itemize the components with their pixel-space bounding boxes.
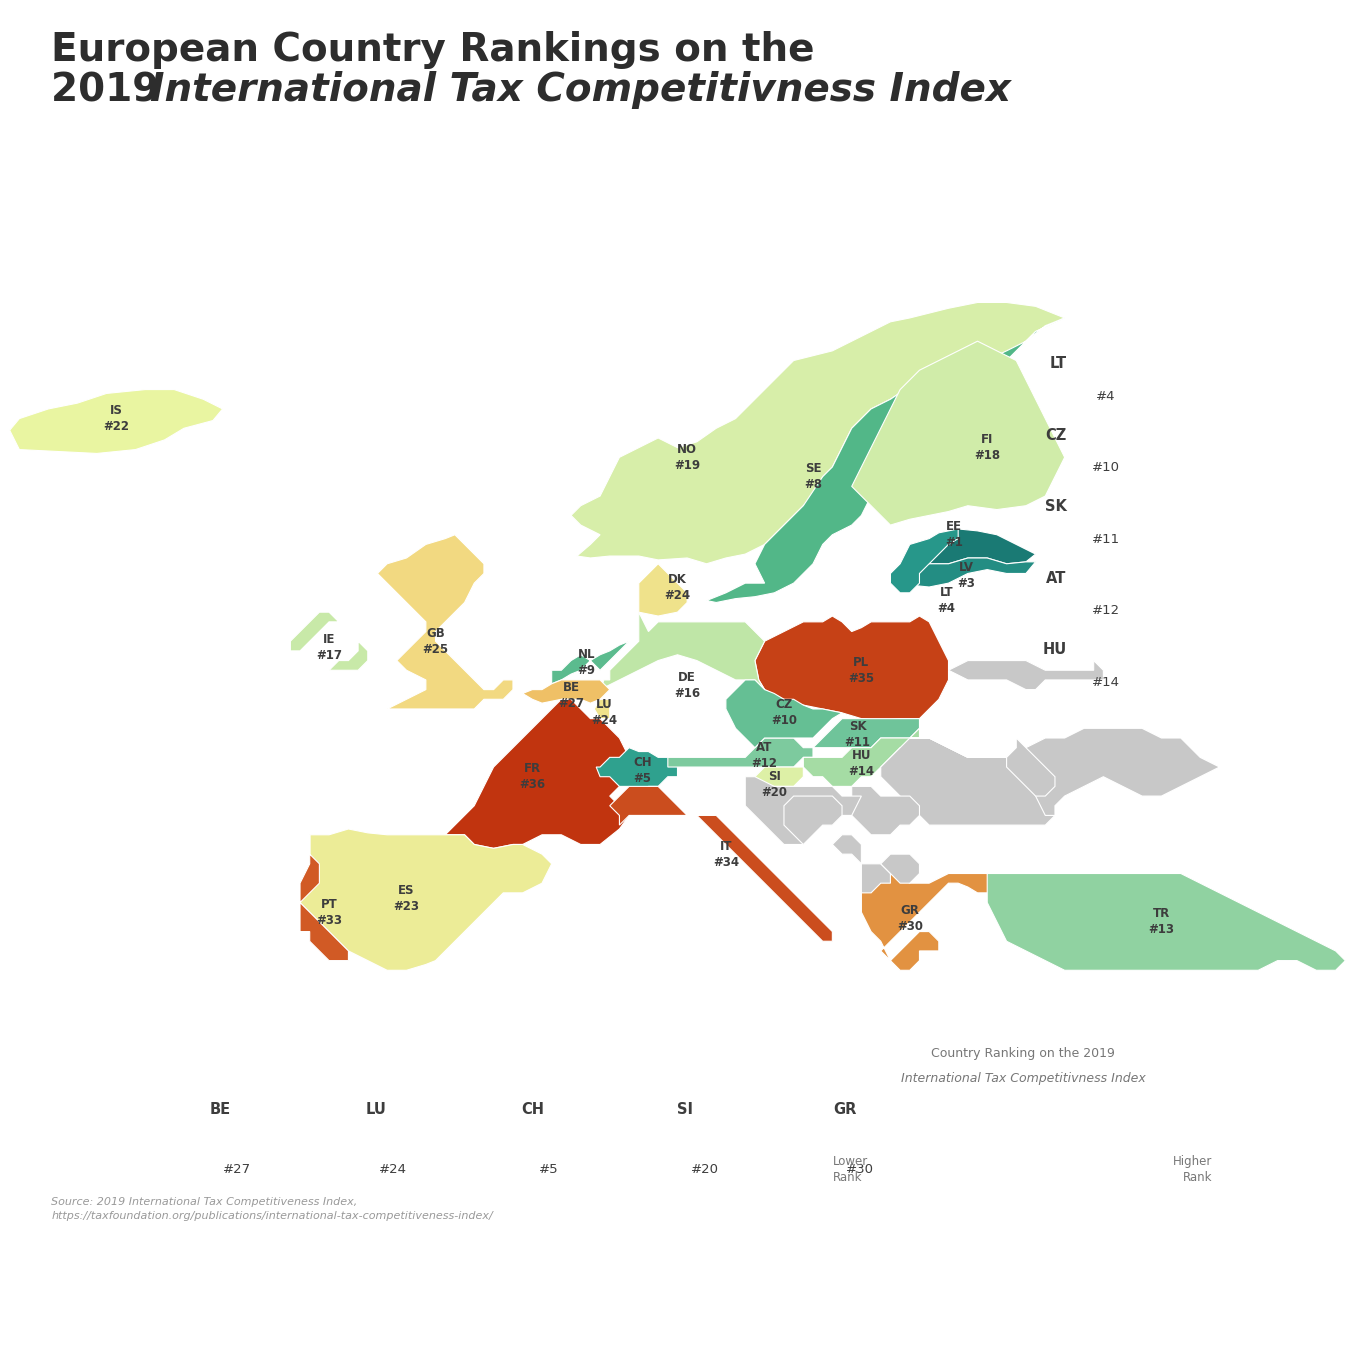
Polygon shape <box>920 529 1035 564</box>
Text: International Tax Competitivness Index: International Tax Competitivness Index <box>150 71 1011 109</box>
Polygon shape <box>841 786 920 835</box>
Polygon shape <box>881 854 920 884</box>
Polygon shape <box>595 699 610 719</box>
Text: CH
#5: CH #5 <box>633 757 652 785</box>
Text: BE
#27: BE #27 <box>558 681 584 710</box>
Text: SE
#8: SE #8 <box>804 463 822 491</box>
Polygon shape <box>745 777 862 844</box>
Text: GR
#30: GR #30 <box>897 904 923 932</box>
Text: #20: #20 <box>691 1163 718 1176</box>
Polygon shape <box>668 738 813 768</box>
Text: @TaxFoundation: @TaxFoundation <box>1159 1296 1331 1317</box>
Polygon shape <box>755 616 948 720</box>
Polygon shape <box>890 529 958 592</box>
Text: European Country Rankings on the: European Country Rankings on the <box>51 31 814 69</box>
Text: GB
#25: GB #25 <box>423 627 449 656</box>
Polygon shape <box>988 874 1346 970</box>
Text: ES
#23: ES #23 <box>393 884 420 913</box>
Polygon shape <box>299 835 348 960</box>
Text: Rank: Rank <box>833 1171 863 1184</box>
Polygon shape <box>813 719 920 747</box>
Text: SI: SI <box>678 1102 694 1117</box>
Text: #11: #11 <box>1092 533 1119 546</box>
Text: DE
#16: DE #16 <box>675 672 701 700</box>
Text: #30: #30 <box>847 1163 874 1176</box>
Polygon shape <box>909 728 1229 815</box>
Text: Lower: Lower <box>833 1155 869 1168</box>
Text: HU: HU <box>1042 642 1066 657</box>
Polygon shape <box>290 612 367 670</box>
Text: LU: LU <box>366 1102 386 1117</box>
Polygon shape <box>446 699 629 849</box>
Text: SI
#20: SI #20 <box>762 770 787 799</box>
Text: TR
#13: TR #13 <box>1149 908 1175 936</box>
Polygon shape <box>523 680 610 703</box>
Polygon shape <box>600 612 764 689</box>
Text: IT
#34: IT #34 <box>713 839 738 869</box>
Text: PL
#35: PL #35 <box>848 656 874 685</box>
Text: International Tax Competitivness Index: International Tax Competitivness Index <box>901 1071 1145 1085</box>
Polygon shape <box>881 738 1056 826</box>
Text: AT
#12: AT #12 <box>752 741 778 770</box>
Text: Country Ranking on the 2019: Country Ranking on the 2019 <box>931 1047 1115 1060</box>
Text: Rank: Rank <box>1183 1171 1213 1184</box>
Text: EE
#1: EE #1 <box>946 521 963 549</box>
Text: IE
#17: IE #17 <box>316 633 341 661</box>
Text: GR: GR <box>833 1102 856 1117</box>
Text: DK
#24: DK #24 <box>664 572 691 602</box>
Text: #24: #24 <box>379 1163 406 1176</box>
Text: TAX FOUNDATION: TAX FOUNDATION <box>24 1296 232 1317</box>
Text: https://taxfoundation.org/publications/international-tax-competitiveness-index/: https://taxfoundation.org/publications/i… <box>51 1211 493 1221</box>
Polygon shape <box>1007 738 1056 796</box>
Polygon shape <box>745 768 804 786</box>
Text: #12: #12 <box>1092 604 1119 618</box>
Polygon shape <box>804 728 920 786</box>
Polygon shape <box>785 796 841 844</box>
Polygon shape <box>610 786 832 942</box>
Text: SK
#11: SK #11 <box>844 719 870 749</box>
Text: #10: #10 <box>1092 461 1119 475</box>
Text: FI
#18: FI #18 <box>974 433 1000 463</box>
Text: CZ: CZ <box>1045 428 1066 442</box>
Text: 2019: 2019 <box>51 71 173 109</box>
Text: FR
#36: FR #36 <box>519 762 545 792</box>
Text: NL
#9: NL #9 <box>577 648 595 677</box>
Polygon shape <box>726 680 841 747</box>
Text: #14: #14 <box>1092 676 1119 689</box>
Polygon shape <box>299 830 551 970</box>
Text: BE: BE <box>210 1102 232 1117</box>
Polygon shape <box>832 835 862 863</box>
Polygon shape <box>638 564 687 616</box>
Text: LV
#3: LV #3 <box>957 561 974 590</box>
Polygon shape <box>948 661 1103 689</box>
Polygon shape <box>890 533 1035 587</box>
Polygon shape <box>852 341 1065 525</box>
Text: LT
#4: LT #4 <box>938 585 955 615</box>
Text: IS
#22: IS #22 <box>103 405 129 433</box>
Text: HU
#14: HU #14 <box>848 749 874 777</box>
Text: LT: LT <box>1049 356 1066 371</box>
Text: PT
#33: PT #33 <box>316 897 341 927</box>
Text: #5: #5 <box>539 1163 558 1176</box>
Text: Source: 2019 International Tax Competitiveness Index,: Source: 2019 International Tax Competiti… <box>51 1197 358 1206</box>
Polygon shape <box>378 534 514 710</box>
Text: AT: AT <box>1046 571 1066 585</box>
Polygon shape <box>862 863 890 893</box>
Text: #4: #4 <box>1096 390 1115 403</box>
Polygon shape <box>570 302 1065 564</box>
Text: Higher: Higher <box>1173 1155 1213 1168</box>
Text: CH: CH <box>522 1102 545 1117</box>
Text: CZ
#10: CZ #10 <box>771 699 797 727</box>
Text: LU
#24: LU #24 <box>591 699 617 727</box>
Text: #27: #27 <box>224 1163 251 1176</box>
Polygon shape <box>706 318 1065 603</box>
Polygon shape <box>551 641 629 684</box>
Text: SK: SK <box>1045 499 1066 514</box>
Polygon shape <box>9 390 222 453</box>
Polygon shape <box>596 747 678 791</box>
Text: NO
#19: NO #19 <box>675 442 701 472</box>
Polygon shape <box>862 863 997 970</box>
